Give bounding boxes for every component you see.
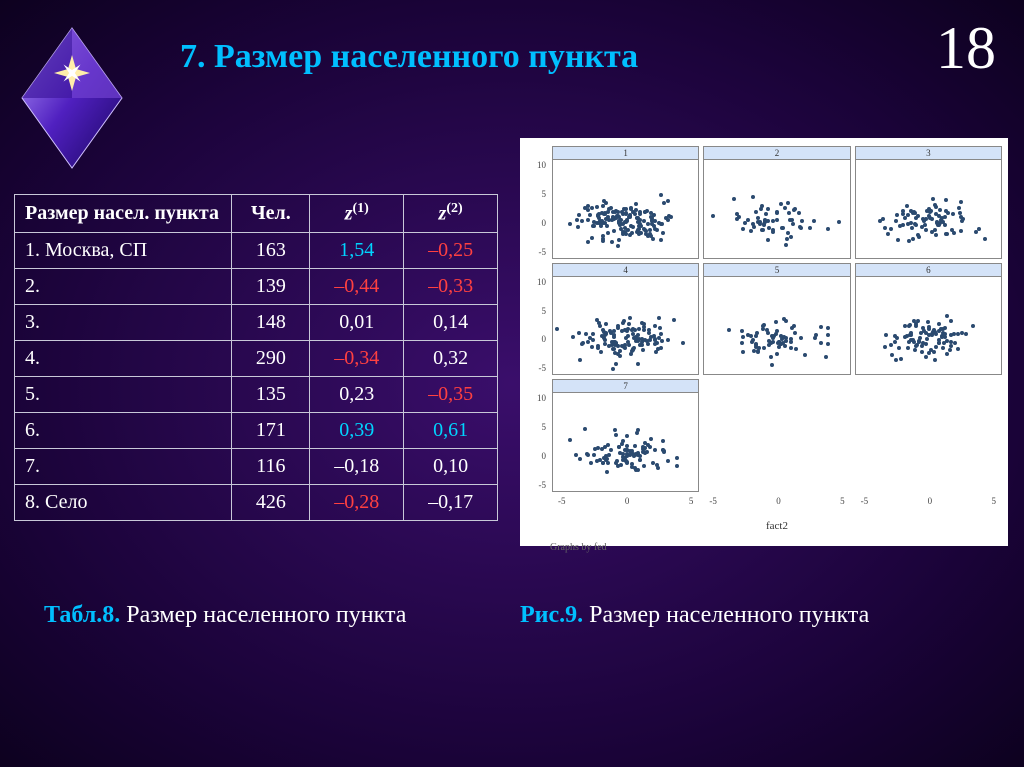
scatter-subplot: 7 [552,379,699,492]
table-row: 8. Село426–0,28–0,17 [15,484,498,520]
subplot-title: 1 [553,147,698,160]
scatter-subplot: 6 [855,263,1002,376]
table-row: 1. Москва, СП1631,54–0,25 [15,232,498,268]
table-row: 6.1710,390,61 [15,412,498,448]
x-axis-ticks: -505 [552,496,699,516]
y-axis-ticks: 1050-5 [526,146,548,259]
caption-bold: Табл.8. [44,602,120,628]
caption-text: Размер населенного пункта [120,602,406,628]
table-header: z(2) [404,195,498,233]
subplot-body [704,160,849,258]
table-row: 7.116–0,180,10 [15,448,498,484]
subplot-body [553,160,698,258]
table-row: 2.139–0,44–0,33 [15,268,498,304]
table-header: Чел. [232,195,310,233]
x-axis-label: fact2 [552,520,1002,538]
scatter-subplot: 2 [703,146,850,259]
x-axis-ticks: -505 [855,496,1002,516]
subplot-body [856,277,1001,375]
slide-title: 7. Размер населенного пункта [180,38,638,76]
x-axis-ticks: -505 [703,496,850,516]
subplot-body [856,160,1001,258]
subplot-title: 4 [553,264,698,277]
subplot-body [553,393,698,491]
subplot-body [553,277,698,375]
table-caption: Табл.8. Размер населенного пункта [44,602,406,629]
table-header: z(1) [310,195,404,233]
figure-caption: Рис.9. Размер населенного пункта [520,602,869,629]
scatter-subplot: 3 [855,146,1002,259]
subplot-title: 5 [704,264,849,277]
diamond-decoration [12,18,132,178]
subplot-title: 2 [704,147,849,160]
graph-by-label: Graphs by fed [526,538,1002,553]
scatter-subplot: 5 [703,263,850,376]
caption-bold: Рис.9. [520,602,583,628]
scatter-subplot: 1 [552,146,699,259]
subplot-title: 3 [856,147,1001,160]
y-axis-ticks: 1050-5 [526,263,548,376]
scatter-panel-grid: 1050-51231050-54561050-57-505-505-505fac… [520,138,1008,546]
y-axis-ticks: 1050-5 [526,379,548,492]
subplot-title: 7 [553,380,698,393]
subplot-title: 6 [856,264,1001,277]
data-table: Размер насел. пунктаЧел.z(1)z(2)1. Москв… [14,194,498,521]
slide-number: 18 [936,14,996,83]
table-row: 5.1350,23–0,35 [15,376,498,412]
caption-text: Размер населенного пункта [583,602,869,628]
table-row: 3.1480,010,14 [15,304,498,340]
table-row: 4.290–0,340,32 [15,340,498,376]
scatter-subplot: 4 [552,263,699,376]
subplot-body [704,277,849,375]
table-header: Размер насел. пункта [15,195,232,233]
